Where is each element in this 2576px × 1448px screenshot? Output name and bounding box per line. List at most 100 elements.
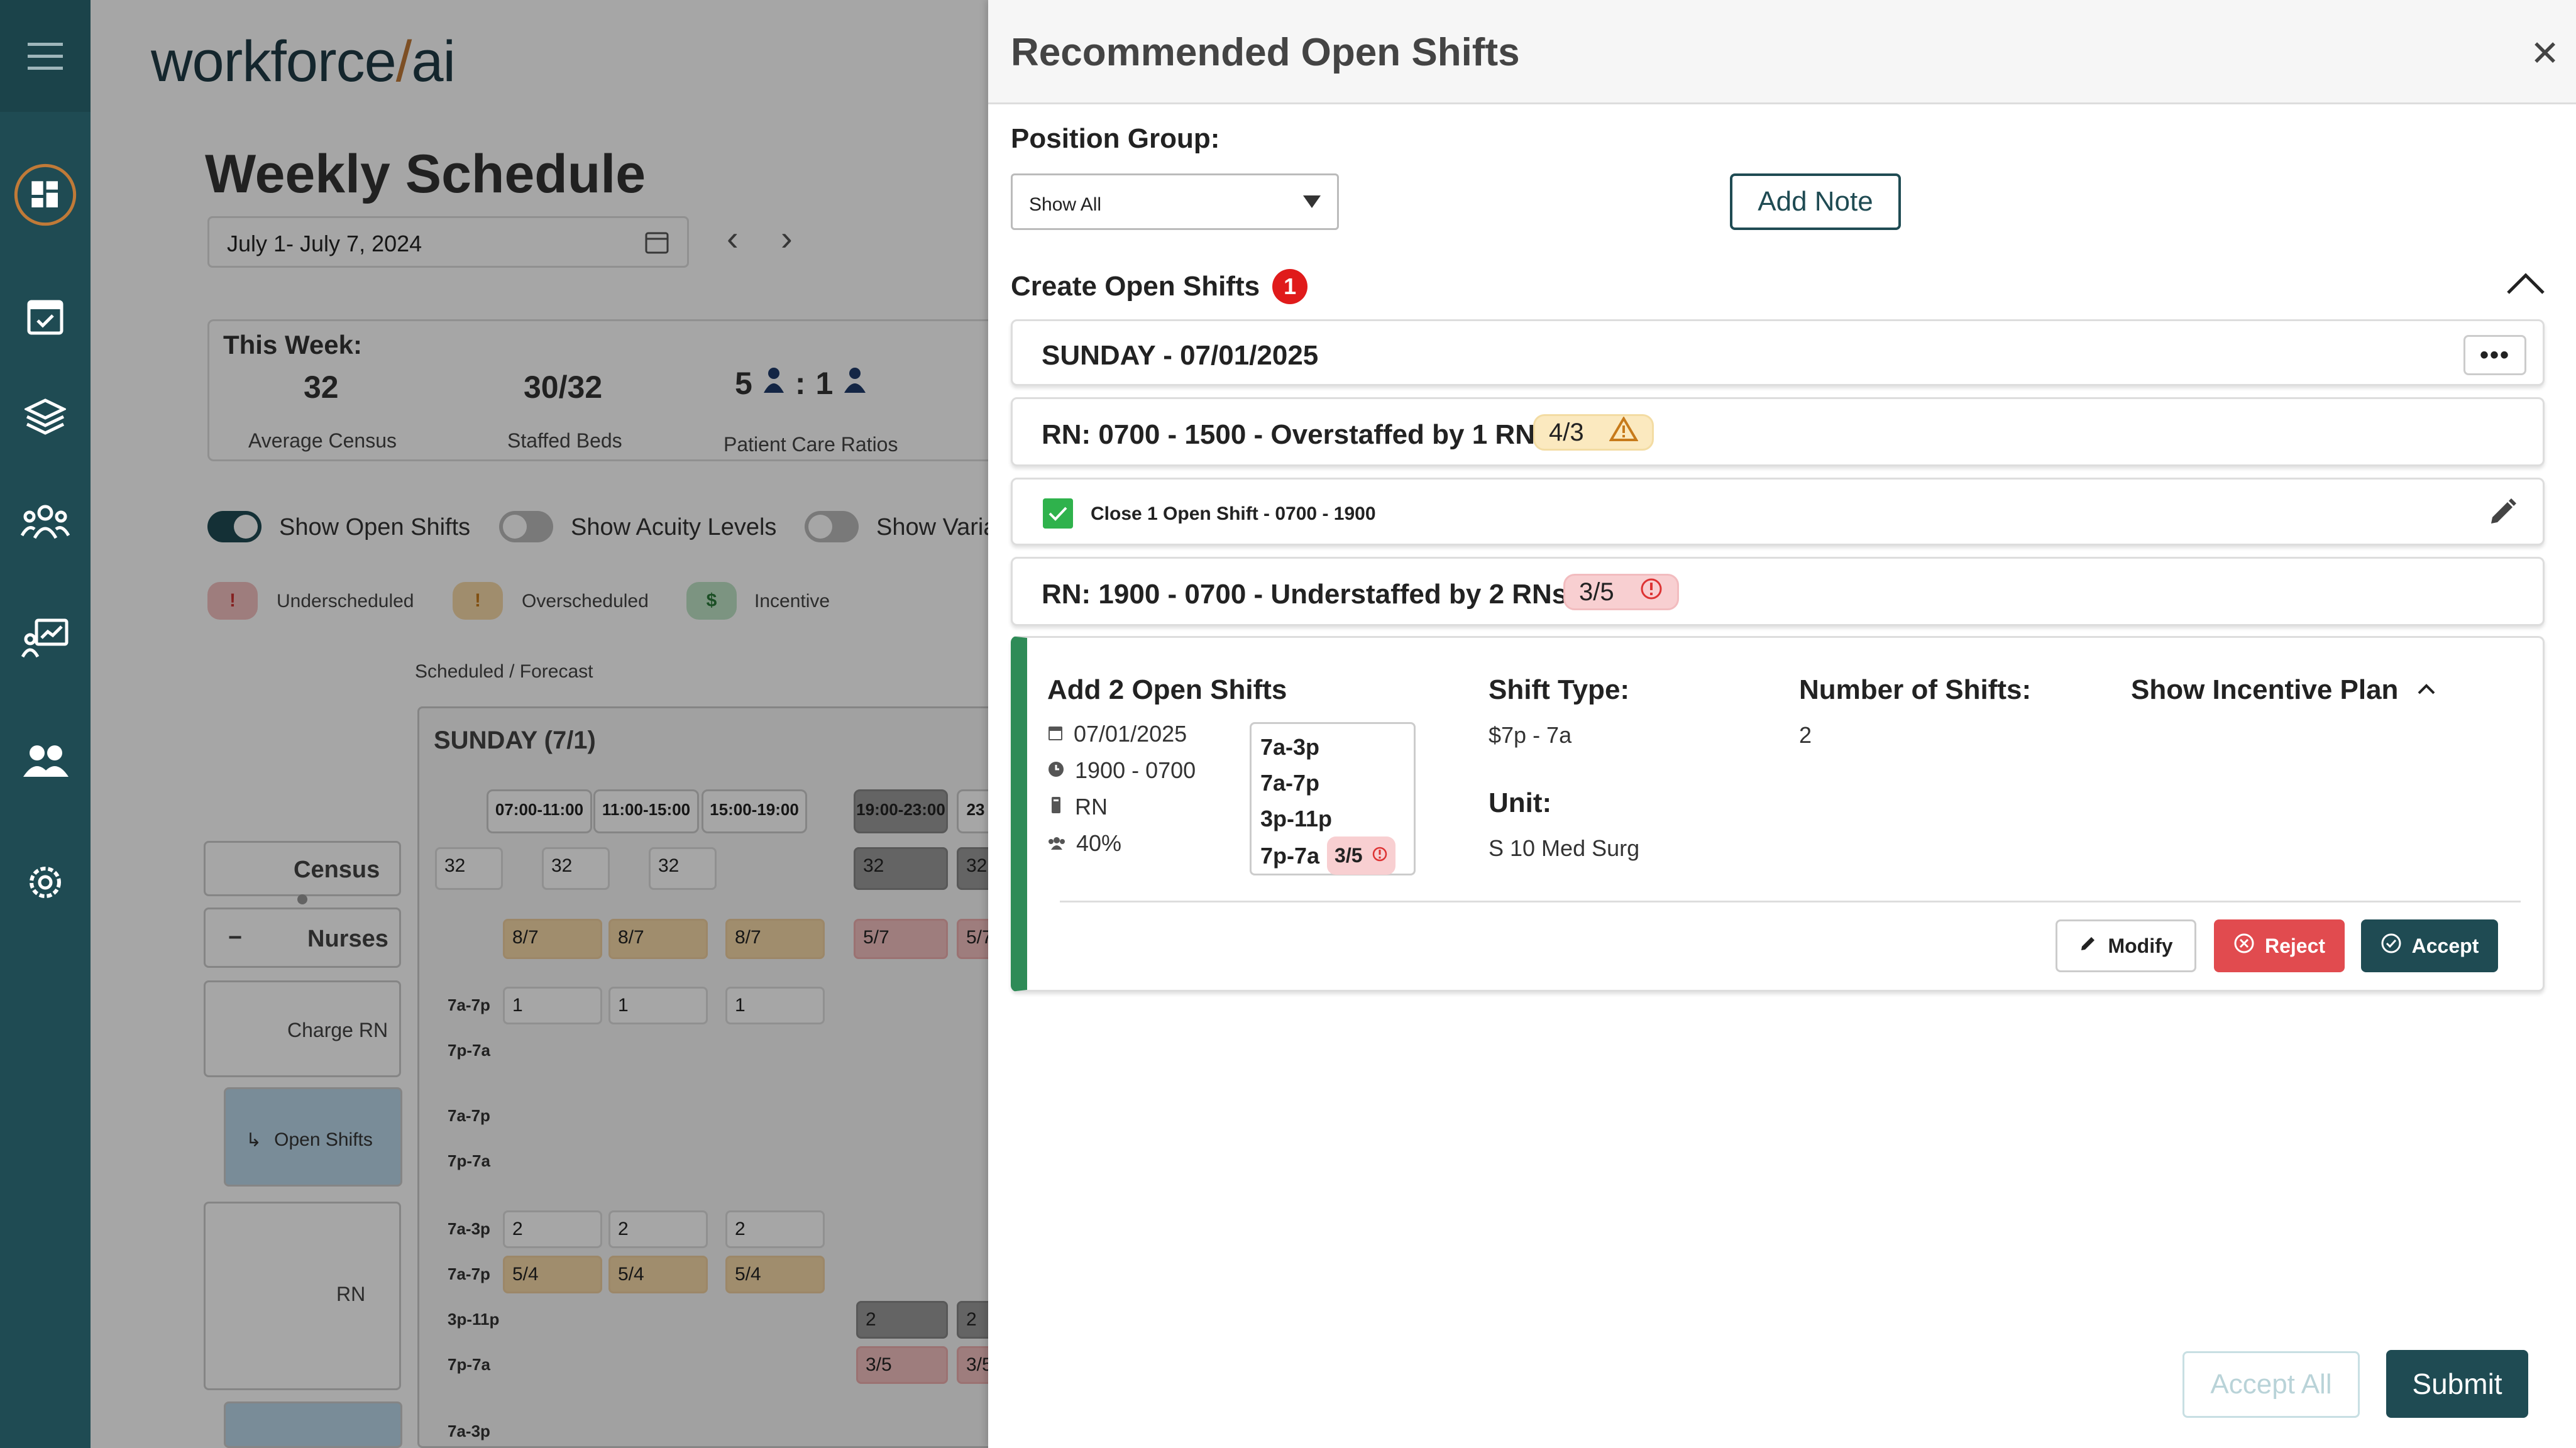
charge-rn-cell: 1 [608,987,708,1024]
accept-button[interactable]: Accept [2361,919,2498,972]
shift-option[interactable]: 3p-11p [1260,806,1333,831]
more-options-button[interactable]: ••• [2463,335,2526,375]
patient-care-ratio: 5 : 1 [735,365,867,402]
close-icon[interactable]: ✕ [2530,33,2560,73]
modify-button[interactable]: Modify [2056,919,2196,972]
this-week-card: This Week: 32 Average Census 30/32 Staff… [207,319,1082,461]
layers-icon[interactable] [14,386,77,449]
show-acuity-levels-label: Show Acuity Levels [571,514,777,540]
shift-option[interactable]: 7p-7a 3/5 [1260,836,1405,875]
nurse-icon [762,365,785,402]
calendar-check-icon[interactable] [14,284,77,347]
calendar-icon [1047,721,1064,747]
charge-rn-cell: 1 [503,987,602,1024]
shift-label: 7p-7a [448,1355,490,1374]
average-census-value: 32 [304,370,339,405]
unit-label: Unit: [1489,787,1552,818]
number-of-shifts-value: 2 [1799,722,1812,748]
menu-icon[interactable] [14,25,77,88]
users-icon [1047,830,1066,857]
rn-row-label: RN [204,1202,401,1390]
panel-header: Recommended Open Shifts ✕ [988,0,2576,104]
accept-all-button[interactable]: Accept All [2182,1351,2360,1418]
analytics-icon[interactable] [14,607,77,670]
collapse-icon[interactable]: − [228,924,243,951]
shift-recommendation-row[interactable]: RN: 0700 - 1500 - Overstaffed by 1 RN 4/… [1011,397,2545,466]
recommended-open-shifts-panel: Recommended Open Shifts ✕ Position Group… [988,0,2576,1448]
clock-icon [1047,757,1065,784]
time-header: 19:00-23:00 [854,789,948,833]
detail-role: RN [1047,794,1108,820]
submit-button[interactable]: Submit [2386,1350,2528,1418]
create-open-shifts-header[interactable]: Create Open Shifts 1 [1011,269,1308,304]
next-week-icon[interactable]: › [781,218,793,258]
time-header: 07:00-11:00 [487,789,592,833]
reject-button[interactable]: Reject [2214,919,2345,972]
census-row-label: Census [204,841,401,904]
shift-label: 7p-7a [448,1151,490,1170]
position-group-label: Position Group: [1011,123,1220,154]
shift-label: 3p-11p [448,1310,500,1329]
show-incentive-plan-label: Show Incentive Plan [2131,674,2399,705]
position-group-value: Show All [1029,194,1102,215]
staffed-beds-label: Staffed Beds [507,429,622,452]
alert-circle-icon [1372,838,1388,874]
shift-option[interactable]: 7a-7p [1260,770,1320,796]
rn-cell: 2 [856,1301,948,1339]
nurses-cell: 5/7 [854,919,948,959]
checkbox-checked[interactable] [1043,498,1073,529]
show-incentive-plan-toggle[interactable]: Show Incentive Plan [2131,674,2436,706]
shift-options-list[interactable]: 7a-3p 7a-7p 3p-11p 7p-7a 3/5 [1250,722,1416,875]
shift-type-label: Shift Type: [1489,674,1630,705]
settings-icon[interactable] [14,851,77,914]
chevron-up-icon [2417,683,2436,698]
date-range-value: July 1- July 7, 2024 [227,231,422,256]
date-range-picker[interactable]: July 1- July 7, 2024 [207,216,689,268]
shift-label: 7a-7p [448,1264,490,1283]
census-cell: 32 [649,847,717,890]
patient-care-ratios-label: Patient Care Ratios [724,433,898,456]
dashboard-icon[interactable] [14,163,77,226]
nurses-row-label[interactable]: − Nurses [204,908,401,968]
shift-recommendation-row[interactable]: RN: 1900 - 0700 - Understaffed by 2 RNs … [1011,557,2545,626]
detail-time: 1900 - 0700 [1047,757,1196,784]
census-cell: 32 [542,847,610,890]
shift-option[interactable]: 7a-3p [1260,734,1320,760]
chevron-up-icon[interactable] [2506,270,2553,308]
shift-type-value: $7p - 7a [1489,722,1572,748]
underscheduled-legend-label: Underscheduled [277,591,414,612]
detail-title: Add 2 Open Shifts [1047,674,1287,705]
overscheduled-legend-icon: ! [453,582,503,620]
modal-backdrop[interactable] [91,0,988,1448]
scheduled-forecast-label: Scheduled / Forecast [415,661,593,682]
day-card: SUNDAY - 07/01/2025 ••• [1011,319,2545,386]
rn-cell: 5/4 [725,1256,825,1293]
team-icon[interactable] [14,490,77,553]
sidebar [0,0,91,1448]
divider [1060,901,2521,902]
show-acuity-levels-toggle[interactable] [499,511,553,542]
census-cell: 32 [854,847,948,890]
add-note-button[interactable]: Add Note [1730,173,1901,230]
show-variance-toggle[interactable] [805,511,859,542]
close-shift-row[interactable]: Close 1 Open Shift - 0700 - 1900 [1011,478,2545,546]
position-group-select[interactable]: Show All [1011,173,1339,230]
edit-pencil-icon[interactable] [2486,497,2518,532]
nurses-cell: 8/7 [608,919,708,959]
previous-week-icon[interactable]: ‹ [727,218,739,258]
time-header: 11:00-15:00 [593,789,699,833]
detail-date: 07/01/2025 [1047,721,1187,747]
patient-icon [843,365,867,402]
show-open-shifts-toggle[interactable] [207,511,261,542]
average-census-label: Average Census [248,429,397,452]
day-card-title: SUNDAY - 07/01/2025 [1042,340,1319,371]
badge-icon [1047,794,1065,820]
number-of-shifts-label: Number of Shifts: [1799,674,2032,705]
this-week-label: This Week: [223,330,362,359]
subdirectory-arrow-icon: ↳ [246,1130,262,1151]
people-icon[interactable] [14,729,77,792]
nurses-cell: 8/7 [503,919,602,959]
close-shift-text: Close 1 Open Shift - 0700 - 1900 [1091,503,1376,524]
recommendation-text: RN: 0700 - 1500 - Overstaffed by 1 RN [1042,419,1535,450]
calendar-icon[interactable] [644,229,669,260]
